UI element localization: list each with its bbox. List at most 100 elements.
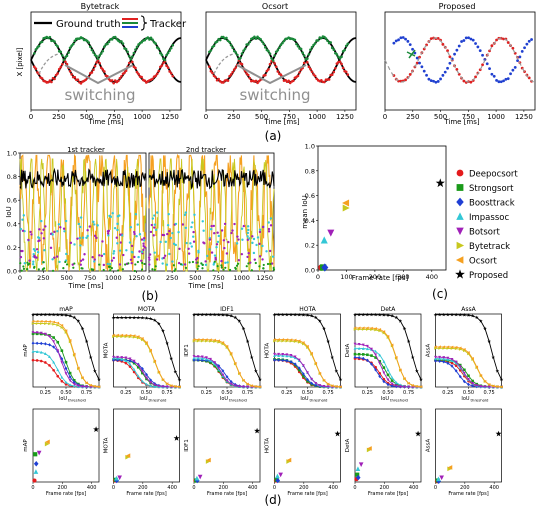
b-ytick-label: 1.0: [7, 150, 17, 158]
b-botsort-point: [210, 224, 213, 228]
d-curve-marker-botsort: [289, 353, 293, 357]
d-curve-marker-boosttrack: [225, 375, 229, 379]
b-botsort-point: [119, 241, 122, 244]
b-strongsort-point: [143, 262, 146, 266]
b-botsort-point: [237, 238, 240, 241]
d-curve-marker-botsort: [161, 385, 165, 389]
d-curve-marker-boosttrack: [64, 366, 68, 371]
b-impassoc-point: [174, 222, 178, 226]
d-scatter-botsort: [197, 474, 203, 480]
b-impassoc-point: [116, 222, 119, 226]
d-curve-marker-proposed: [322, 326, 326, 331]
d-curve-marker-ocsort: [415, 384, 419, 388]
proposed-blue-point: [436, 80, 440, 83]
d-curve-marker-boosttrack: [365, 358, 369, 363]
d-scatter-strongsort: [33, 452, 38, 457]
d-top-ylabel: AssA: [426, 344, 432, 357]
tracker-point: [307, 65, 311, 69]
b-impassoc-point: [134, 213, 138, 216]
d-curve-marker-deepocsort: [60, 379, 64, 383]
d-curve-marker-botsort: [242, 385, 245, 389]
d-curve-marker-ocsort: [495, 385, 499, 388]
tracker-point: [243, 47, 247, 50]
tracker-point: [107, 40, 111, 44]
d-top-xlabel-sub: threshold: [68, 398, 86, 403]
b-strongsort-point: [26, 261, 29, 264]
switching-arrow-2: [236, 64, 307, 85]
d-curve-marker-ocsort: [229, 351, 233, 355]
c-legend-marker-ocsort: [455, 256, 464, 264]
tracker-point: [54, 43, 58, 47]
d-curve-marker-ocsort: [330, 384, 334, 388]
b-strongsort-point: [235, 264, 239, 267]
tracker-point: [154, 74, 157, 78]
c-ytick-label: 0.4: [305, 217, 315, 225]
b-strongsort-point: [234, 267, 237, 270]
b-strongsort-point: [191, 260, 195, 264]
switching-annot-1: switching: [64, 64, 136, 104]
d-curve-marker-ocsort: [334, 385, 338, 388]
title-1st-tracker: 1st tracker: [67, 146, 105, 154]
d-top-xtick-label: 0.75: [323, 390, 334, 396]
d-scatter-ocsort: [447, 465, 453, 470]
d-curve-marker-proposed: [470, 313, 475, 318]
proposed-red-point: [448, 55, 452, 59]
proposed-blue-point: [411, 47, 414, 51]
tracker-point: [232, 68, 236, 71]
d-scatter-proposed: [495, 430, 502, 437]
proposed-blue-point: [471, 38, 475, 42]
d-curve-marker-ocsort: [458, 346, 462, 350]
d-curve-marker-bytetrack: [141, 338, 144, 342]
b-strongsort-point: [19, 262, 22, 265]
tracker-point: [264, 46, 267, 49]
d-top-xlabel-sub: threshold: [390, 398, 408, 403]
d-curve-marker-botsort: [56, 349, 60, 353]
d-curve-marker-ocsort: [462, 347, 466, 351]
panel-label-c: (c): [432, 287, 448, 301]
tracker-point: [123, 71, 126, 74]
proposed-blue-point: [429, 79, 433, 83]
tracker-point: [226, 79, 230, 82]
d-curve-marker-strongsort: [60, 349, 64, 352]
d-curve-marker-proposed: [353, 312, 357, 317]
b-strongsort-point: [22, 267, 26, 270]
b-botsort-point: [192, 230, 195, 234]
a-xtick-label: 750: [283, 113, 296, 121]
d-curve-marker-boosttrack: [450, 364, 454, 368]
tracker-point: [254, 79, 258, 83]
d-bottom-xlabel: Frame rate [fps]: [126, 491, 166, 497]
b-botsort-point: [100, 254, 104, 258]
dashed-track: [38, 53, 60, 75]
d-curve-marker-botsort: [293, 355, 297, 359]
d-curve-marker-bytetrack: [438, 346, 442, 350]
d-curve-marker-bytetrack: [374, 328, 378, 332]
b-botsort-point: [246, 255, 249, 259]
d-curve-marker-ocsort: [365, 326, 369, 330]
b-impassoc-point: [79, 244, 82, 247]
proposed-blue-point: [525, 42, 529, 46]
b-strongsort-point: [262, 263, 265, 267]
b-strongsort-point: [136, 260, 139, 264]
d-curve-marker-botsort: [438, 355, 442, 359]
proposed-red-point: [474, 75, 477, 79]
d-curve-marker-botsort: [285, 353, 289, 357]
proposed-blue-point: [478, 49, 482, 53]
b-impassoc-point: [130, 250, 134, 254]
proposed-blue-point: [439, 77, 442, 81]
tracker-point: [61, 62, 64, 66]
switching-label-2: switching: [239, 86, 310, 104]
d-scatter-ocsort: [125, 453, 131, 459]
tracker-point: [40, 77, 44, 80]
d-bottom-xtick-label: 200: [380, 485, 390, 491]
b-botsort-point: [86, 229, 89, 232]
d-curve-marker-strongsort: [217, 369, 221, 373]
tracker-point: [253, 35, 256, 39]
d-curve-marker-bytetrack: [64, 331, 68, 334]
d-bottom-xtick-label: 400: [328, 485, 338, 491]
d-curve-marker-impassoc: [365, 347, 369, 351]
d-curve-marker-proposed: [124, 315, 128, 320]
proposed-blue-point: [518, 55, 522, 59]
d-curve-marker-bytetrack: [56, 323, 60, 327]
b-strongsort-point: [117, 269, 120, 272]
c-xtick-label: 0: [316, 273, 320, 281]
